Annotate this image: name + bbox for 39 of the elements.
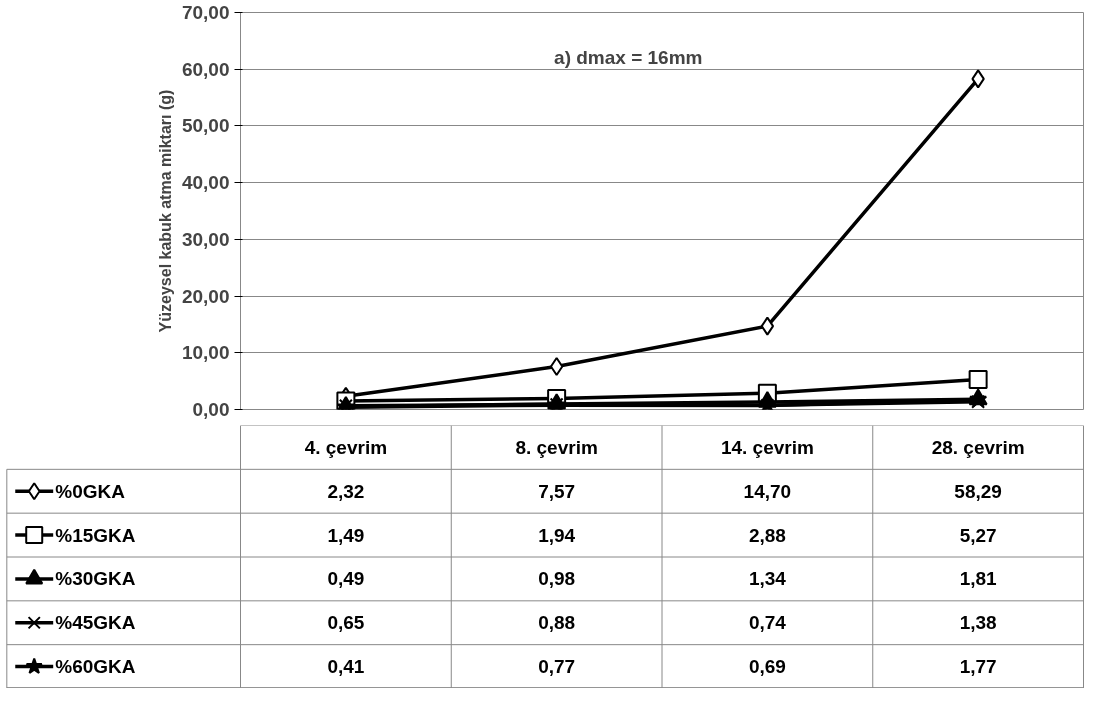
text: 5,27 — [959, 524, 997, 546]
text: 2,88 — [748, 524, 786, 546]
text: 1,81 — [959, 568, 997, 590]
y-tick-label: 70,00 — [181, 2, 230, 23]
text: 0,88 — [538, 612, 576, 634]
text: 0,98 — [538, 568, 576, 590]
text: 0,41 — [327, 656, 365, 678]
text: 1,77 — [959, 656, 997, 678]
y-tick-label: 40,00 — [181, 172, 230, 194]
text: 1,94 — [538, 524, 576, 546]
text: 0,74 — [748, 612, 786, 634]
x-tick-label: 8. çevrim — [515, 436, 598, 458]
x-tick-label: 14. çevrim — [720, 436, 814, 458]
text: 1,34 — [748, 568, 786, 590]
text: 0,69 — [748, 656, 786, 678]
text: 0,49 — [327, 568, 365, 590]
y-tick-label: 30,00 — [181, 228, 230, 250]
legend-label: %15GKA — [55, 524, 136, 546]
text: 1,38 — [959, 612, 997, 634]
text: 0,77 — [538, 656, 576, 678]
text: 58,29 — [954, 480, 1002, 502]
text: 1,49 — [327, 524, 365, 546]
x-tick-label: 4. çevrim — [304, 436, 388, 458]
y-tick-label: 10,00 — [181, 342, 230, 364]
text: 0,65 — [327, 612, 365, 634]
y-tick-label: 50,00 — [181, 115, 230, 137]
y-tick-label: 0,00 — [192, 399, 230, 420]
legend-label: %30GKA — [55, 568, 136, 590]
y-axis-title: Yüzeysel kabuk atma miktarı (g) — [156, 89, 174, 333]
legend-label: %0GKA — [55, 480, 126, 502]
y-tick-label: 20,00 — [181, 285, 230, 307]
legend-label: %45GKA — [55, 612, 136, 634]
text: a) dmax = 16mm — [554, 47, 703, 69]
text: 7,57 — [538, 480, 576, 502]
text: 2,32 — [327, 480, 365, 502]
y-tick-label: 60,00 — [181, 58, 230, 80]
text: 14,70 — [743, 480, 792, 502]
x-tick-label: 28. çevrim — [931, 436, 1025, 458]
legend-label: %60GKA — [55, 656, 136, 678]
